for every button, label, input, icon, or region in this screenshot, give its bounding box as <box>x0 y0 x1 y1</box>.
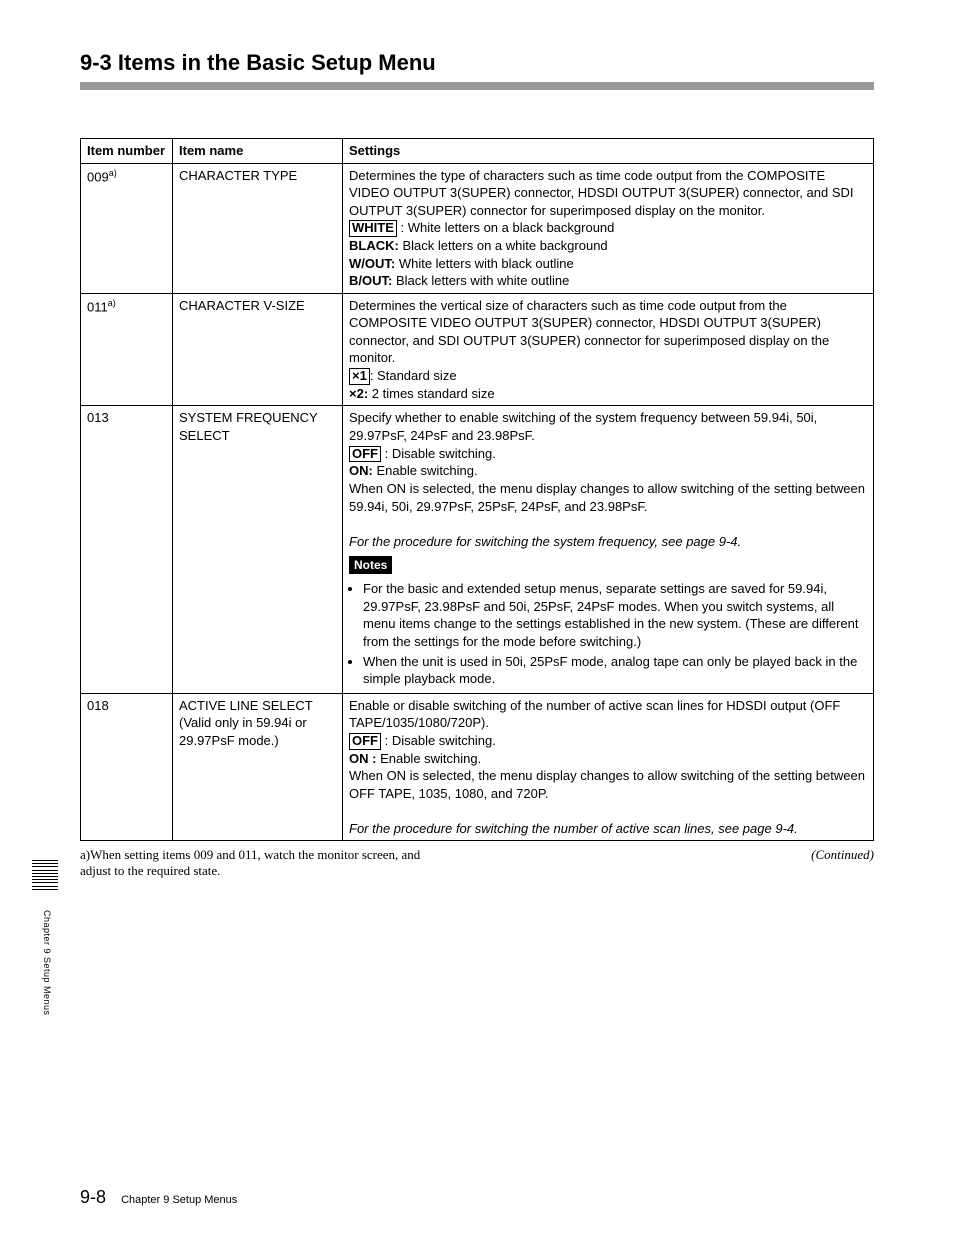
cell-item-number: 013 <box>81 406 173 693</box>
cell-item-number: 011a) <box>81 293 173 406</box>
cell-settings: Determines the vertical size of characte… <box>343 293 874 406</box>
footnote-text: a)When setting items 009 and 011, watch … <box>80 847 440 879</box>
option-value: Enable switching. <box>376 751 481 766</box>
settings-intro: Determines the vertical size of characte… <box>349 298 829 366</box>
notes-list: For the basic and extended setup menus, … <box>349 580 867 687</box>
table-row: 009a) CHARACTER TYPE Determines the type… <box>81 163 874 293</box>
table-row: 013 SYSTEM FREQUENCY SELECT Specify whet… <box>81 406 874 693</box>
settings-intro: Specify whether to enable switching of t… <box>349 410 817 443</box>
cell-item-name: SYSTEM FREQUENCY SELECT <box>173 406 343 693</box>
page-number: 9-8 <box>80 1187 106 1207</box>
col-item-number: Item number <box>81 139 173 164</box>
settings-note: When ON is selected, the menu display ch… <box>349 768 865 801</box>
settings-crossref: For the procedure for switching the syst… <box>349 534 741 549</box>
option-value: : White letters on a black background <box>397 220 615 235</box>
footnote-ref: a) <box>109 168 117 178</box>
col-settings: Settings <box>343 139 874 164</box>
option-value: : Disable switching. <box>381 446 496 461</box>
option-value: Black letters with white outline <box>392 273 569 288</box>
list-item: When the unit is used in 50i, 25PsF mode… <box>363 653 867 688</box>
option-key: BLACK: <box>349 238 399 253</box>
list-item: For the basic and extended setup menus, … <box>363 580 867 650</box>
option-key: W/OUT: <box>349 256 395 271</box>
cell-item-name: ACTIVE LINE SELECT (Valid only in 59.94i… <box>173 693 343 841</box>
cell-item-number: 009a) <box>81 163 173 293</box>
option-key: OFF <box>349 446 381 463</box>
cell-item-number: 018 <box>81 693 173 841</box>
cell-settings: Specify whether to enable switching of t… <box>343 406 874 693</box>
setup-menu-table: Item number Item name Settings 009a) CHA… <box>80 138 874 841</box>
tab-marker-icon <box>32 860 58 892</box>
table-header-row: Item number Item name Settings <box>81 139 874 164</box>
table-row: 011a) CHARACTER V-SIZE Determines the ve… <box>81 293 874 406</box>
section-title: 9-3 Items in the Basic Setup Menu <box>80 50 874 76</box>
below-table-row: (Continued) a)When setting items 009 and… <box>80 847 874 879</box>
footer-chapter: Chapter 9 Setup Menus <box>121 1194 237 1206</box>
option-key: B/OUT: <box>349 273 392 288</box>
option-key: ON : <box>349 751 376 766</box>
item-name-line: ACTIVE LINE SELECT <box>179 698 313 713</box>
option-key: ×1 <box>349 368 370 385</box>
option-value: : Disable switching. <box>381 733 496 748</box>
cell-item-name: CHARACTER TYPE <box>173 163 343 293</box>
footnote-ref: a) <box>108 298 116 308</box>
option-key: WHITE <box>349 220 397 237</box>
page-footer: 9-8 Chapter 9 Setup Menus <box>80 1187 237 1208</box>
table-row: 018 ACTIVE LINE SELECT (Valid only in 59… <box>81 693 874 841</box>
settings-intro: Enable or disable switching of the numbe… <box>349 698 840 731</box>
settings-intro: Determines the type of characters such a… <box>349 168 854 218</box>
side-chapter-label: Chapter 9 Setup Menus <box>42 910 52 1016</box>
option-key: OFF <box>349 733 381 750</box>
settings-crossref: For the procedure for switching the numb… <box>349 821 798 836</box>
option-value: White letters with black outline <box>395 256 573 271</box>
option-value: Black letters on a white background <box>399 238 608 253</box>
item-name-line: (Valid only in 59.94i or 29.97PsF mode.) <box>179 715 307 748</box>
option-value: : Standard size <box>370 368 457 383</box>
option-key: ON: <box>349 463 373 478</box>
notes-badge: Notes <box>349 556 392 574</box>
page: 9-3 Items in the Basic Setup Menu Item n… <box>0 0 954 1244</box>
cell-settings: Determines the type of characters such a… <box>343 163 874 293</box>
option-key: ×2: <box>349 386 368 401</box>
title-rule <box>80 82 874 90</box>
continued-label: (Continued) <box>811 847 874 863</box>
cell-item-name: CHARACTER V-SIZE <box>173 293 343 406</box>
item-number: 011 <box>87 299 108 314</box>
col-item-name: Item name <box>173 139 343 164</box>
settings-note: When ON is selected, the menu display ch… <box>349 481 865 514</box>
option-value: Enable switching. <box>373 463 478 478</box>
cell-settings: Enable or disable switching of the numbe… <box>343 693 874 841</box>
item-number: 009 <box>87 169 109 184</box>
option-value: 2 times standard size <box>368 386 494 401</box>
